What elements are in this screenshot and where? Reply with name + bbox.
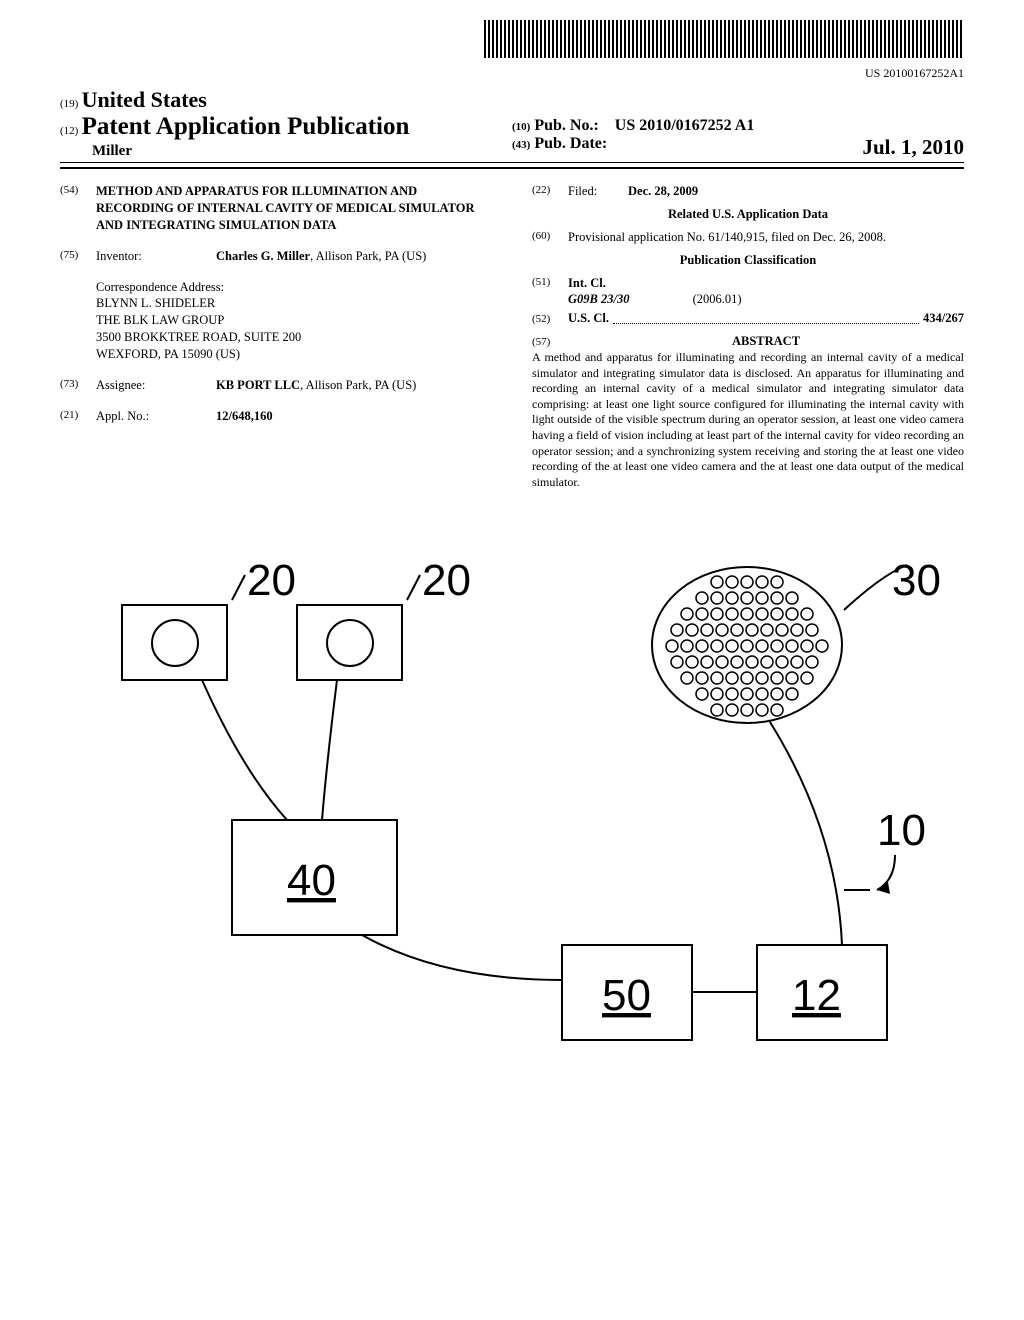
- cable-40-50: [362, 935, 562, 980]
- barcode-area: [60, 20, 964, 62]
- code-21: (21): [60, 408, 96, 425]
- appl-no-label: Appl. No.:: [96, 408, 216, 425]
- cable-1: [202, 680, 287, 820]
- divider-thick: [60, 167, 964, 169]
- publication-type: Patent Application Publication: [82, 113, 410, 140]
- cable-30-12: [770, 722, 842, 945]
- country: United States: [82, 87, 207, 112]
- correspondence-label: Correspondence Address:: [96, 279, 492, 296]
- barcode-text: US 20100167252A1: [60, 66, 964, 81]
- filed-date: Dec. 28, 2009: [628, 184, 698, 198]
- code-10: (10): [512, 121, 530, 133]
- header-right: (10) Pub. No.: US 2010/0167252 A1 (43) P…: [512, 117, 964, 160]
- camera-box-1: [122, 605, 227, 680]
- code-52: (52): [532, 312, 568, 327]
- code-73: (73): [60, 377, 96, 394]
- correspondence-line1: BLYNN L. SHIDELER: [96, 295, 492, 312]
- appl-no: 12/648,160: [216, 409, 273, 423]
- camera-lens-2: [327, 620, 373, 666]
- assignee-name: KB PORT LLC: [216, 378, 300, 392]
- correspondence-line3: 3500 BROKKTREE ROAD, SUITE 200: [96, 329, 492, 346]
- int-cl-label: Int. Cl.: [568, 276, 606, 290]
- divider-thin: [60, 162, 964, 163]
- header-row: (19) United States (12) Patent Applicati…: [60, 87, 964, 160]
- code-75: (75): [60, 248, 96, 265]
- us-cl-label: U.S. Cl.: [568, 310, 609, 327]
- int-cl-code: G09B 23/30: [568, 292, 629, 306]
- code-19: (19): [60, 98, 78, 110]
- provisional-text: Provisional application No. 61/140,915, …: [568, 229, 964, 246]
- pub-date: Jul. 1, 2010: [862, 135, 964, 160]
- code-43: (43): [512, 139, 530, 151]
- biblio-columns: (54) METHOD AND APPARATUS FOR ILLUMINATI…: [60, 183, 964, 490]
- abstract-text: A method and apparatus for illuminating …: [532, 350, 964, 490]
- led-dots: [666, 576, 828, 716]
- correspondence-block: Correspondence Address: BLYNN L. SHIDELE…: [96, 279, 492, 363]
- label-10: 10: [877, 806, 926, 855]
- code-57: (57): [532, 335, 568, 350]
- leader-20b: [407, 575, 420, 600]
- code-60: (60): [532, 229, 568, 246]
- correspondence-line2: THE BLK LAW GROUP: [96, 312, 492, 329]
- figure-svg: 20 20 40 50 12 30: [60, 540, 964, 1060]
- label-20b: 20: [422, 556, 471, 605]
- inventor-label: Inventor:: [96, 248, 216, 265]
- int-cl-year: (2006.01): [693, 292, 742, 306]
- camera-box-2: [297, 605, 402, 680]
- abstract-heading: ABSTRACT: [732, 334, 800, 348]
- code-22: (22): [532, 183, 568, 200]
- filed-label: Filed:: [568, 183, 628, 200]
- pub-date-label: Pub. Date:: [534, 135, 607, 152]
- label-40: 40: [287, 856, 336, 905]
- author-line: Miller: [92, 143, 512, 160]
- us-cl-value: 434/267: [923, 310, 964, 327]
- related-data-heading: Related U.S. Application Data: [532, 206, 964, 223]
- label-12: 12: [792, 971, 841, 1020]
- label-20a: 20: [247, 556, 296, 605]
- code-12: (12): [60, 125, 78, 137]
- header-left: (19) United States (12) Patent Applicati…: [60, 87, 512, 160]
- invention-title: METHOD AND APPARATUS FOR ILLUMINATION AN…: [96, 183, 492, 234]
- classification-heading: Publication Classification: [532, 252, 964, 269]
- code-54: (54): [60, 183, 96, 234]
- assignee-label: Assignee:: [96, 377, 216, 394]
- label-50: 50: [602, 971, 651, 1020]
- camera-lens-1: [152, 620, 198, 666]
- pub-no-label: Pub. No.:: [534, 117, 598, 134]
- label-30: 30: [892, 556, 941, 605]
- inventor-name: Charles G. Miller: [216, 249, 310, 263]
- leader-20a: [232, 575, 245, 600]
- dotted-leader: [613, 313, 919, 324]
- code-51: (51): [532, 275, 568, 309]
- barcode-graphic: [484, 20, 964, 58]
- pub-no: US 2010/0167252 A1: [615, 117, 755, 134]
- correspondence-line4: WEXFORD, PA 15090 (US): [96, 346, 492, 363]
- inventor-location: , Allison Park, PA (US): [310, 249, 426, 263]
- patent-figure: 20 20 40 50 12 30: [60, 540, 964, 1060]
- right-column: (22) Filed: Dec. 28, 2009 Related U.S. A…: [532, 183, 964, 490]
- cable-2: [322, 680, 337, 820]
- left-column: (54) METHOD AND APPARATUS FOR ILLUMINATI…: [60, 183, 492, 490]
- assignee-location: , Allison Park, PA (US): [300, 378, 416, 392]
